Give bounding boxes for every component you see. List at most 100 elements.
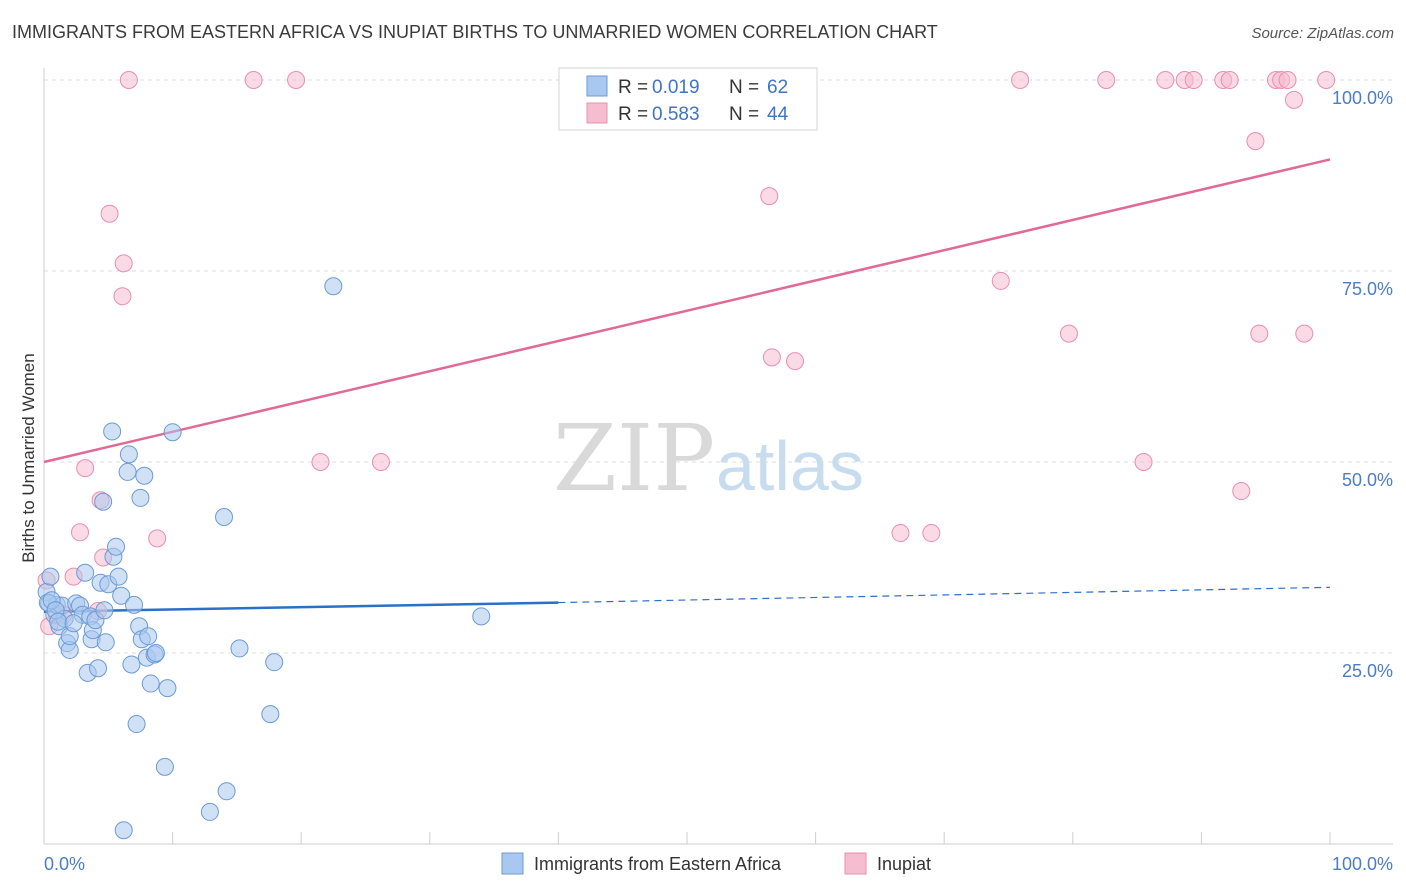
point-inupiat xyxy=(287,71,306,89)
series-inupiat xyxy=(37,71,1336,636)
point-eastern-africa xyxy=(131,488,150,507)
point-inupiat xyxy=(1278,71,1297,89)
legend-n-label-pink: N = xyxy=(729,104,759,125)
point-inupiat xyxy=(71,523,90,542)
trend-lines xyxy=(43,158,1331,613)
point-eastern-africa xyxy=(76,563,95,582)
point-eastern-africa xyxy=(217,782,236,801)
watermark: ZIP atlas xyxy=(553,405,864,512)
point-inupiat xyxy=(891,524,910,543)
point-eastern-africa xyxy=(94,492,113,511)
point-eastern-africa xyxy=(155,757,174,776)
point-inupiat xyxy=(371,453,390,471)
point-inupiat xyxy=(148,529,167,548)
point-eastern-africa xyxy=(95,601,114,620)
legend-r-label-pink: R = xyxy=(618,104,648,125)
point-inupiat xyxy=(1295,324,1314,343)
point-eastern-africa xyxy=(107,537,126,556)
point-eastern-africa xyxy=(324,277,343,296)
point-inupiat xyxy=(762,348,781,367)
point-inupiat xyxy=(311,453,330,471)
point-eastern-africa xyxy=(265,653,284,672)
point-inupiat xyxy=(1156,71,1175,89)
point-inupiat xyxy=(1232,482,1251,501)
point-inupiat xyxy=(1134,453,1153,471)
trend-line-eastern-africa-extension xyxy=(558,586,1331,604)
grid xyxy=(44,79,1393,654)
point-eastern-africa xyxy=(141,674,160,693)
point-eastern-africa xyxy=(261,705,280,724)
bottom-legend-label-blue: Immigrants from Eastern Africa xyxy=(534,854,782,874)
point-eastern-africa xyxy=(139,627,158,646)
point-inupiat xyxy=(114,254,133,273)
point-inupiat xyxy=(1317,71,1336,89)
legend-n-label-blue: N = xyxy=(729,77,759,98)
point-inupiat xyxy=(100,204,119,223)
point-inupiat xyxy=(1184,71,1203,89)
point-eastern-africa xyxy=(118,462,137,481)
x-ticks xyxy=(43,832,1331,844)
legend: R = 0.019 N = 62 R = 0.583 N = 44 xyxy=(558,67,818,131)
point-inupiat xyxy=(760,187,779,206)
y-axis-label: Births to Unmarried Women xyxy=(19,353,38,562)
trend-line-inupiat xyxy=(43,158,1331,464)
point-inupiat xyxy=(1250,324,1269,343)
point-eastern-africa xyxy=(49,612,68,631)
legend-swatch-pink xyxy=(586,102,608,124)
y-tick-label-25: 25.0% xyxy=(1342,661,1393,681)
point-eastern-africa xyxy=(472,607,491,626)
legend-r-value-pink: 0.583 xyxy=(652,104,700,125)
point-eastern-africa xyxy=(122,655,141,674)
point-eastern-africa xyxy=(114,821,133,840)
watermark-zip: ZIP xyxy=(553,405,715,512)
point-inupiat xyxy=(244,71,263,89)
point-inupiat xyxy=(991,271,1010,290)
y-tick-label-100: 100.0% xyxy=(1332,88,1393,108)
legend-r-label-blue: R = xyxy=(618,77,648,98)
series-eastern-africa xyxy=(37,277,491,840)
point-inupiat xyxy=(1284,90,1303,109)
legend-n-value-blue: 62 xyxy=(767,77,788,98)
point-eastern-africa xyxy=(41,567,60,586)
point-eastern-africa xyxy=(125,595,144,614)
point-inupiat xyxy=(119,71,138,89)
point-eastern-africa xyxy=(112,586,131,605)
point-inupiat xyxy=(113,287,132,306)
point-eastern-africa xyxy=(109,567,128,586)
point-inupiat xyxy=(76,459,95,478)
point-inupiat xyxy=(1059,324,1078,343)
chart-title: IMMIGRANTS FROM EASTERN AFRICA VS INUPIA… xyxy=(12,22,938,42)
watermark-atlas: atlas xyxy=(716,427,864,505)
point-eastern-africa xyxy=(215,508,234,527)
point-eastern-africa xyxy=(64,614,83,633)
point-eastern-africa xyxy=(96,633,115,652)
legend-r-value-blue: 0.019 xyxy=(652,77,700,98)
point-inupiat xyxy=(1097,71,1116,89)
source-label: Source: ZipAtlas.com xyxy=(1251,25,1394,42)
point-eastern-africa xyxy=(163,423,182,442)
point-eastern-africa xyxy=(230,639,249,658)
bottom-legend-swatch-pink xyxy=(844,852,867,875)
point-eastern-africa xyxy=(103,422,122,441)
point-eastern-africa xyxy=(135,466,154,485)
point-eastern-africa xyxy=(119,445,138,464)
point-eastern-africa xyxy=(146,644,165,662)
bottom-legend: Immigrants from Eastern Africa Inupiat xyxy=(501,852,931,875)
point-inupiat xyxy=(1011,71,1030,89)
point-inupiat xyxy=(922,524,941,543)
point-eastern-africa xyxy=(200,802,219,821)
bottom-legend-label-pink: Inupiat xyxy=(877,854,931,874)
point-eastern-africa xyxy=(89,659,108,678)
point-eastern-africa xyxy=(127,715,146,734)
y-tick-label-50: 50.0% xyxy=(1342,470,1393,490)
legend-n-value-pink: 44 xyxy=(767,104,789,125)
point-inupiat xyxy=(786,352,805,371)
point-inupiat xyxy=(1220,71,1239,89)
point-eastern-africa xyxy=(158,679,177,698)
x-tick-label-max: 100.0% xyxy=(1332,854,1393,874)
legend-swatch-blue xyxy=(586,75,608,97)
point-inupiat xyxy=(1246,132,1265,151)
y-tick-labels: 25.0% 50.0% 75.0% 100.0% xyxy=(1332,88,1393,681)
y-tick-label-75: 75.0% xyxy=(1342,279,1393,299)
